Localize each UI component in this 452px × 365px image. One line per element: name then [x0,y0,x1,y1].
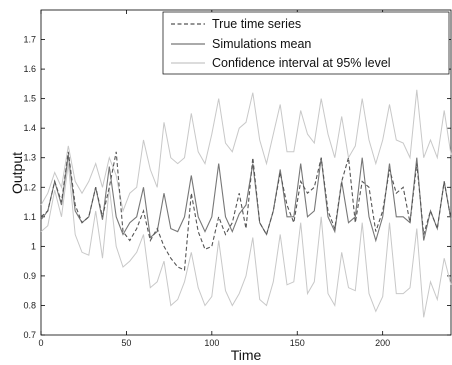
x-tick-label: 100 [204,338,219,348]
y-axis-label: Output [9,152,25,194]
y-axis-ticks: 0.7 0.8 0.9 1 1.1 1.2 1.3 1.4 1.5 1.6 1.7 [23,35,451,340]
y-tick-label: 1.7 [23,35,36,45]
y-tick-label: 1.6 [23,64,36,74]
series-confidence-lower [40,163,452,318]
y-tick-label: 0.7 [23,330,36,340]
y-tick-label: 1.5 [23,94,36,104]
y-tick-label: 1.3 [23,153,36,163]
x-axis-label: Time [231,347,262,363]
legend-label-confidence-interval: Confidence interval at 95% level [212,56,391,70]
y-tick-label: 0.8 [23,300,36,310]
x-tick-label: 150 [290,338,305,348]
legend-label-simulations-mean: Simulations mean [212,37,311,51]
series-layer [40,89,452,318]
x-tick-label: 200 [375,338,390,348]
x-tick-label: 0 [38,338,43,348]
y-tick-label: 1.2 [23,182,36,192]
x-tick-label: 50 [121,338,131,348]
series-simulations-mean [40,154,452,243]
y-tick-label: 1.1 [23,212,36,222]
legend-box [162,11,450,75]
y-tick-label: 0.9 [23,271,36,281]
y-tick-label: 1.4 [23,123,36,133]
series-confidence-upper [40,89,452,213]
legend: True time series Simulations mean Confid… [162,11,450,75]
y-tick-label: 1 [31,241,36,251]
legend-label-true-series: True time series [212,17,301,31]
